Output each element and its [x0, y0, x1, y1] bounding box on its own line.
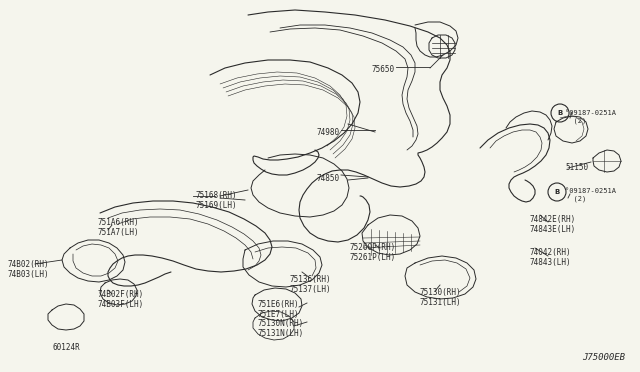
Text: °09187-0251A
  (2): °09187-0251A (2)	[565, 110, 616, 124]
Text: 75168(RH)
75169(LH): 75168(RH) 75169(LH)	[195, 191, 237, 211]
Text: 51150: 51150	[565, 163, 588, 172]
Text: 74850: 74850	[317, 174, 340, 183]
Text: 75260P(RH)
75261P(LH): 75260P(RH) 75261P(LH)	[350, 243, 396, 262]
Text: 751A6(RH)
751A7(LH): 751A6(RH) 751A7(LH)	[98, 218, 140, 237]
Text: 75130(RH)
75131(LH): 75130(RH) 75131(LH)	[420, 288, 461, 307]
Text: 60124R: 60124R	[52, 343, 80, 352]
Text: 75130N(RH)
75131N(LH): 75130N(RH) 75131N(LH)	[257, 319, 303, 339]
Text: B: B	[557, 110, 563, 116]
Text: J75000EB: J75000EB	[582, 353, 625, 362]
Text: 751E6(RH)
751E7(LH): 751E6(RH) 751E7(LH)	[257, 300, 299, 320]
Text: B: B	[554, 189, 559, 195]
Text: 74042(RH)
74843(LH): 74042(RH) 74843(LH)	[530, 248, 572, 267]
Text: 75136(RH)
75137(LH): 75136(RH) 75137(LH)	[290, 275, 332, 294]
Text: 74842E(RH)
74843E(LH): 74842E(RH) 74843E(LH)	[530, 215, 576, 234]
Text: °09187-0251A
  (2): °09187-0251A (2)	[565, 188, 616, 202]
Text: 74B02(RH)
74B03(LH): 74B02(RH) 74B03(LH)	[8, 260, 50, 279]
Text: 74980: 74980	[317, 128, 340, 137]
Text: 75650: 75650	[372, 65, 395, 74]
Text: 74B02F(RH)
74B03F(LH): 74B02F(RH) 74B03F(LH)	[98, 290, 144, 310]
